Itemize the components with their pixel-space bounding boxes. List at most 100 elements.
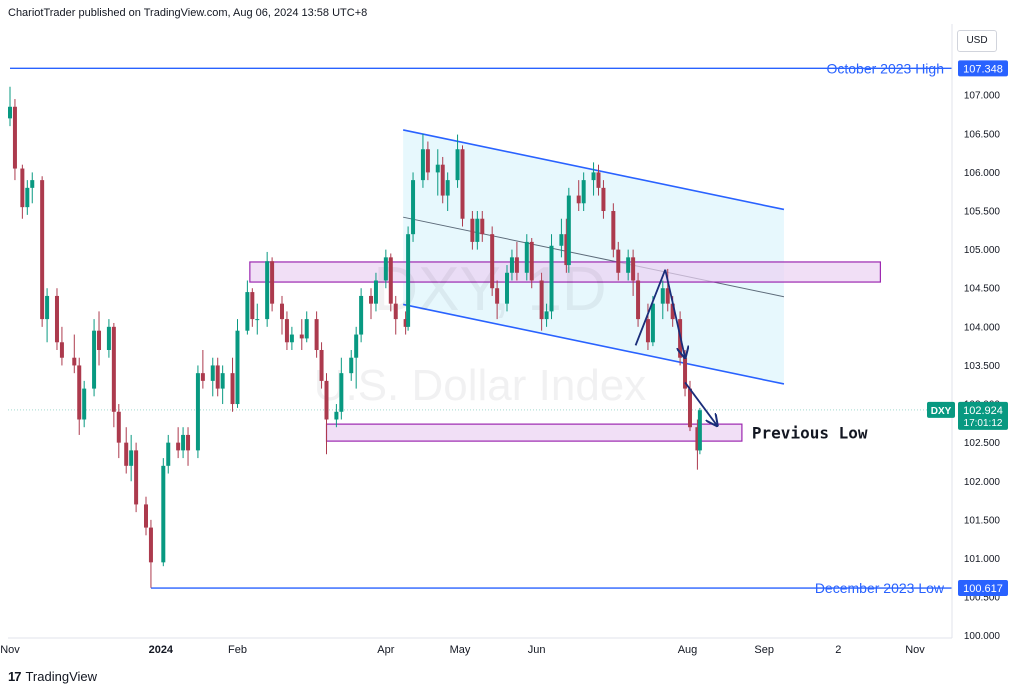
- candle-body: [82, 388, 87, 420]
- x-tick-label: Aug: [678, 644, 698, 656]
- channel-middle-line: [403, 216, 785, 298]
- candle-body: [670, 303, 675, 320]
- candle-body: [215, 365, 220, 389]
- publisher-caption: ChariotTrader published on TradingView.c…: [8, 7, 368, 19]
- candle-body: [359, 295, 364, 335]
- level-label-1: October 2023 High: [826, 60, 944, 76]
- candle-body: [176, 442, 181, 451]
- candle-body: [148, 527, 153, 563]
- candle-body: [143, 504, 148, 528]
- candle-body: [373, 280, 378, 304]
- candle-body: [20, 168, 25, 208]
- candle-body: [124, 442, 129, 466]
- candle-body: [564, 234, 569, 266]
- x-tick-label: May: [450, 644, 471, 656]
- candle-body: [435, 164, 440, 173]
- candle-body: [230, 373, 235, 405]
- candle-body: [411, 180, 416, 235]
- candle-body: [314, 319, 319, 350]
- projection-arrow-2: [664, 269, 685, 358]
- zone-box-2: [325, 423, 743, 442]
- candle-body: [490, 234, 495, 289]
- candle-body: [8, 106, 12, 119]
- last-price-countdown: 17:01:12: [964, 418, 1003, 429]
- y-tick-label: 106.500: [964, 129, 1001, 140]
- y-tick-label: 102.500: [964, 438, 1001, 449]
- candle-body: [245, 292, 250, 331]
- candle-body: [45, 295, 50, 320]
- candle-body: [631, 257, 636, 281]
- candle-body: [25, 187, 30, 208]
- level-price-value-2: 100.617: [963, 583, 1003, 595]
- candle-body: [92, 330, 97, 389]
- candle-body: [581, 180, 586, 204]
- candle-body: [514, 257, 519, 273]
- y-tick-label: 104.000: [964, 322, 1001, 333]
- candle-body: [591, 172, 596, 181]
- candle-body: [596, 172, 601, 188]
- level-price-tag-2: [958, 580, 1008, 597]
- candle-body: [265, 261, 270, 320]
- level-label-2: December 2023 Low: [815, 580, 945, 596]
- last-price-tag: [958, 401, 1008, 430]
- candle-body: [186, 434, 191, 451]
- candle-body: [697, 410, 702, 451]
- candle-body: [566, 195, 571, 266]
- x-tick-label: 2: [835, 644, 841, 656]
- candle-body: [440, 164, 445, 196]
- candle-body: [645, 319, 650, 343]
- candle-body: [195, 373, 200, 451]
- candle-body: [403, 319, 408, 327]
- candle-body: [460, 149, 465, 219]
- candle-body: [611, 211, 616, 250]
- candle-body: [54, 295, 59, 343]
- candle-body: [77, 365, 82, 420]
- x-tick-label: Nov: [905, 644, 925, 656]
- candle-body: [181, 434, 186, 451]
- candle-body: [549, 245, 554, 312]
- tradingview-logo-icon: 17: [8, 669, 22, 684]
- candle-body: [319, 349, 324, 381]
- candle-body: [116, 411, 121, 443]
- candle-body: [539, 280, 544, 320]
- candle-body: [166, 442, 171, 466]
- candle-body: [354, 334, 359, 358]
- candle-body: [299, 334, 304, 339]
- candle-body: [255, 319, 260, 321]
- candle-body: [601, 187, 606, 212]
- candle-body: [339, 373, 344, 412]
- y-tick-label: 105.000: [964, 245, 1001, 256]
- footer-brand: 17 TradingView: [8, 669, 97, 684]
- x-tick-label: 2024: [149, 644, 174, 656]
- candle-body: [97, 330, 102, 350]
- watermark-name: U.S. Dollar Index: [314, 361, 647, 410]
- projection-arrow-1: [634, 269, 667, 346]
- y-tick-label: 101.000: [964, 554, 1001, 565]
- candle-body: [349, 357, 354, 374]
- candle-body: [420, 149, 425, 181]
- candle-body: [660, 288, 665, 304]
- candle-body: [445, 180, 450, 196]
- footer-brand-text: TradingView: [25, 669, 98, 684]
- candle-body: [72, 357, 77, 366]
- candle-body: [636, 280, 641, 320]
- candle-body: [200, 373, 205, 381]
- candle-body: [284, 319, 289, 343]
- candle-body: [544, 311, 549, 320]
- zone-label-previous-low: Previous Low: [752, 424, 868, 443]
- candle-body: [559, 234, 564, 246]
- watermark-symbol: DXY, 1D: [373, 255, 606, 324]
- candle-body: [505, 272, 510, 304]
- candle-body: [475, 218, 480, 242]
- candle-body: [161, 465, 166, 563]
- candle-body: [687, 388, 692, 428]
- currency-selector[interactable]: USD: [957, 30, 997, 52]
- projection-arrow-3: [684, 381, 717, 425]
- candle-body: [626, 257, 631, 273]
- y-tick-label: 103.500: [964, 361, 1001, 372]
- candle-body: [129, 450, 134, 466]
- candle-body: [529, 241, 534, 281]
- last-price-value: 102.924: [963, 405, 1003, 417]
- candle-body: [40, 180, 45, 320]
